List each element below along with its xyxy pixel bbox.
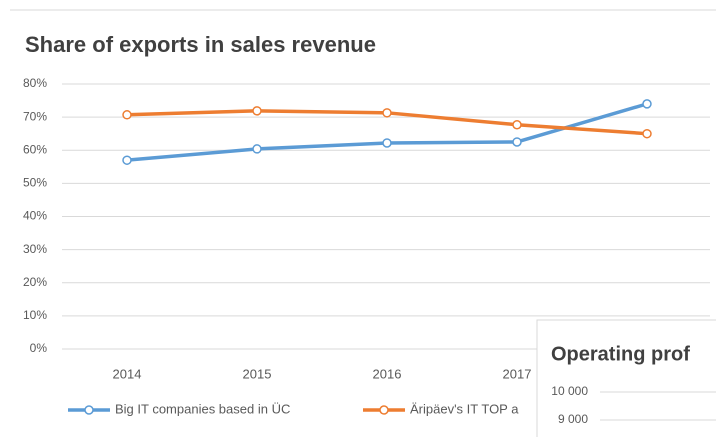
x-tick-label: 2014 <box>113 366 142 381</box>
y-tick-label: 40% <box>23 209 47 223</box>
chart-title: Operating prof <box>551 343 690 365</box>
point <box>512 137 522 147</box>
y-tick-label: 50% <box>23 176 47 190</box>
y-tick-label: 80% <box>23 76 47 90</box>
y-tick-label: 70% <box>23 109 47 123</box>
y-tick-label: 30% <box>23 242 47 256</box>
point <box>382 108 392 118</box>
point <box>512 119 522 130</box>
inset-panel <box>536 319 716 437</box>
point <box>122 110 132 120</box>
legend-marker <box>379 405 389 415</box>
y-tick-label: 9 000 <box>558 412 588 426</box>
y-tick-label: 60% <box>23 142 47 156</box>
legend-label: Big IT companies based in ÜC <box>115 401 290 416</box>
point <box>252 144 262 154</box>
left-occluder <box>0 170 23 370</box>
x-tick-label: 2017 <box>503 366 532 381</box>
chart-inset: Operating prof 9 000 10 000 <box>536 319 716 437</box>
x-tick-label: 2016 <box>373 366 402 381</box>
legend-label: Äripäev's IT TOP a <box>410 401 519 416</box>
chart: 0% 10% 20% 30% 40% 50% 60% 70% 80% 2014 2015 2016 20… <box>23 76 710 416</box>
point <box>252 106 262 116</box>
point <box>122 155 132 165</box>
y-tick-label: 10 000 <box>551 384 588 398</box>
point <box>642 99 652 109</box>
y-tick-label: 0% <box>30 341 48 355</box>
legend-marker <box>84 405 94 415</box>
chart-title: Share of exports in sales revenue <box>25 32 376 57</box>
y-tick-label: 10% <box>23 308 47 322</box>
point <box>642 128 652 139</box>
y-tick-label: 20% <box>23 275 47 289</box>
x-tick-label: 2015 <box>243 366 272 381</box>
point <box>382 138 392 148</box>
